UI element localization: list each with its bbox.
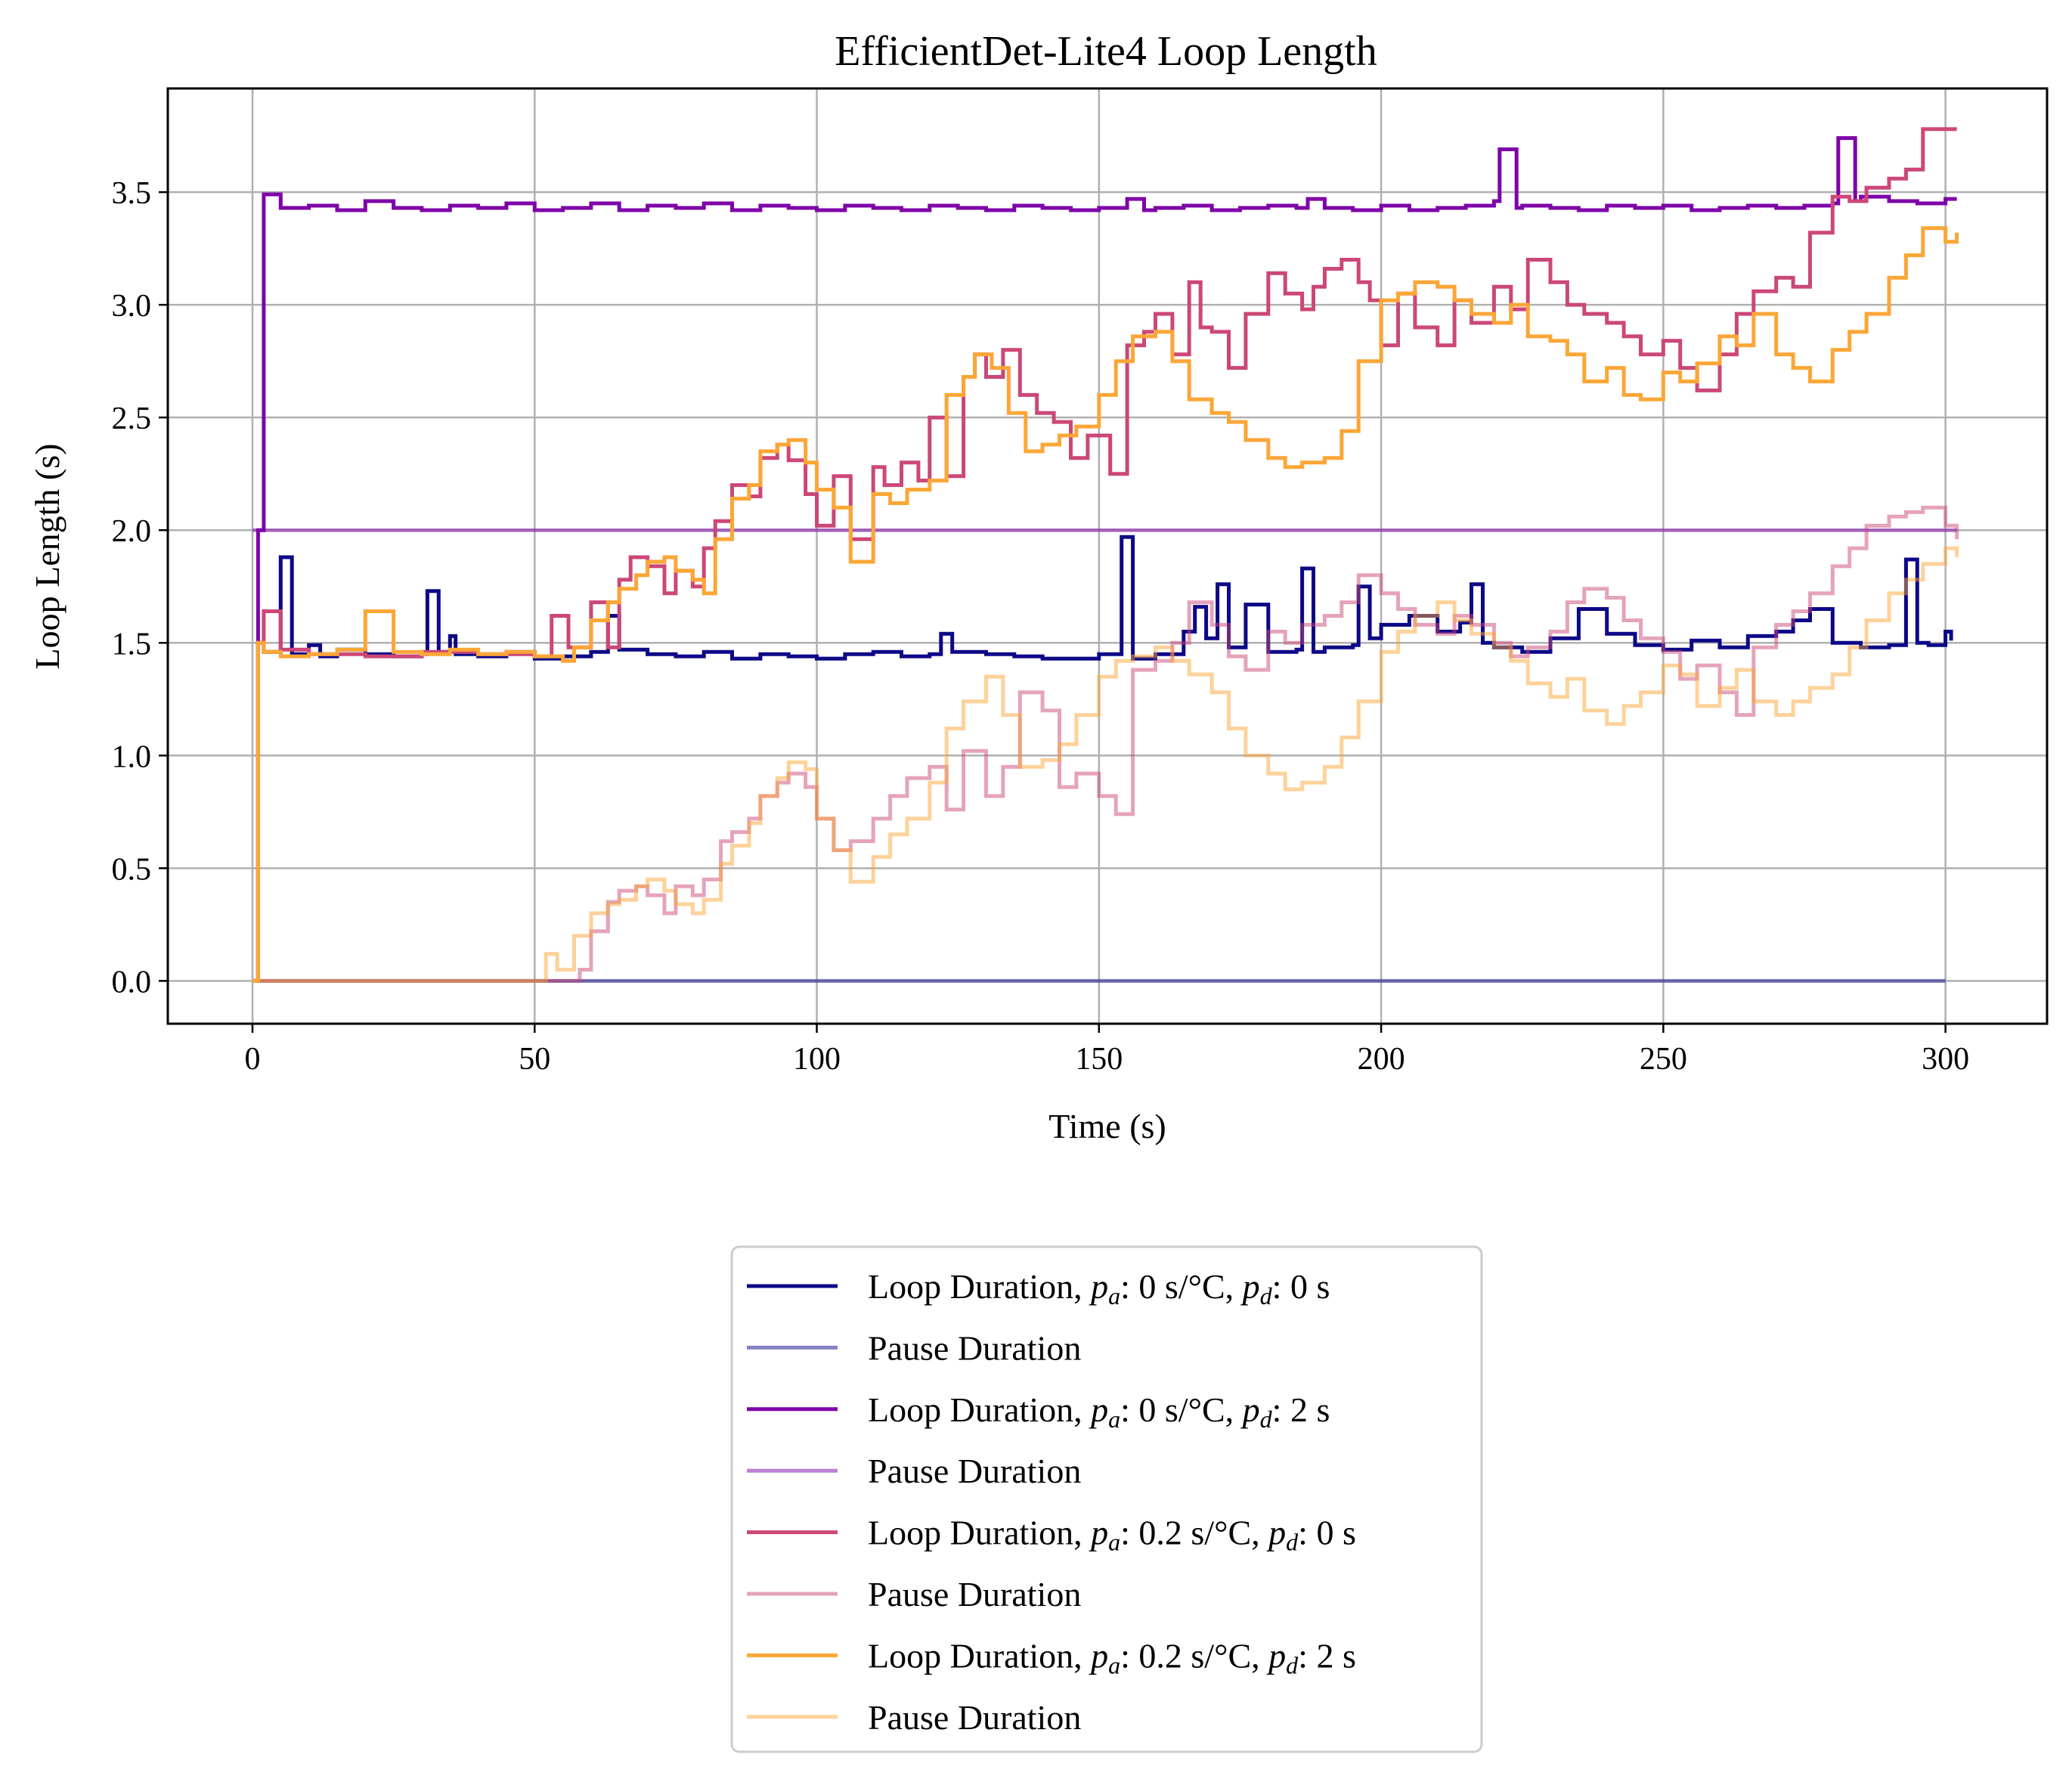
- y-axis-label: Loop Length (s): [28, 444, 67, 670]
- legend-text-part: : 0 s: [1272, 1267, 1330, 1306]
- legend-text-part: a: [1108, 1651, 1120, 1678]
- x-axis-label: Time (s): [1048, 1107, 1166, 1145]
- legend-text-part: Loop Duration,: [868, 1636, 1091, 1675]
- legend-text-part: p: [1266, 1514, 1286, 1552]
- y-tick-label: 2.0: [112, 514, 152, 549]
- series-line-5: [252, 505, 1959, 983]
- legend-text-part: a: [1108, 1529, 1120, 1556]
- legend-text-part: p: [1240, 1267, 1260, 1306]
- legend-text-part: Loop Duration,: [868, 1514, 1091, 1552]
- legend-text-part: a: [1108, 1282, 1120, 1310]
- legend-text-part: p: [1089, 1514, 1108, 1552]
- legend-label-0: Loop Duration, pa: 0 s/°C, pd: 0 s: [868, 1267, 1330, 1310]
- legend-text-part: p: [1089, 1390, 1108, 1429]
- legend-label-2: Loop Duration, pa: 0 s/°C, pd: 2 s: [868, 1390, 1330, 1433]
- series-lines: [252, 127, 1959, 983]
- legend-text-part: : 0 s/°C,: [1120, 1267, 1243, 1306]
- legend-label-3: Pause Duration: [868, 1452, 1081, 1490]
- legend-text-part: d: [1286, 1529, 1299, 1556]
- legend-text-part: Loop Duration,: [868, 1390, 1091, 1429]
- y-tick-label: 0.0: [112, 965, 152, 1000]
- legend-box: [730, 1245, 1483, 1753]
- legend-text-part: : 0 s/°C,: [1120, 1390, 1243, 1429]
- x-tick-label: 300: [1922, 1042, 1969, 1077]
- legend-label-1: Pause Duration: [868, 1328, 1081, 1367]
- y-tick-label: 1.0: [112, 739, 152, 774]
- legend-label-7: Pause Duration: [868, 1698, 1081, 1737]
- y-tick-label: 0.5: [112, 852, 152, 887]
- legend-text-part: p: [1089, 1267, 1108, 1306]
- legend-text-part: d: [1286, 1651, 1299, 1678]
- legend-text-part: p: [1240, 1390, 1260, 1429]
- series-line-2: [252, 136, 1957, 983]
- legend-text-part: : 2 s: [1298, 1636, 1356, 1675]
- series-line-7: [252, 546, 1959, 983]
- chart-title: EfficientDet-Lite4 Loop Length: [835, 28, 1377, 75]
- legend-text-part: : 0 s: [1298, 1514, 1356, 1552]
- axis-ticks: 0 50 100 150 200 250 300 0.0 0.5 1.0 1.5 2.0 2.5 3.0 3…: [112, 176, 1970, 1077]
- x-tick-label: 250: [1640, 1042, 1687, 1077]
- legend-text-part: d: [1260, 1406, 1273, 1433]
- plot-frame: [166, 87, 2049, 1025]
- x-tick-label: 200: [1358, 1042, 1405, 1077]
- legend-text-part: p: [1266, 1636, 1286, 1675]
- legend-label-6: Loop Duration, pa: 0.2 s/°C, pd: 2 s: [868, 1636, 1356, 1678]
- legend-label-5: Pause Duration: [868, 1575, 1081, 1613]
- legend-text-part: Pause Duration: [868, 1698, 1081, 1737]
- x-tick-label: 100: [793, 1042, 841, 1077]
- y-tick-label: 1.5: [112, 627, 152, 662]
- y-tick-label: 3.5: [112, 176, 152, 211]
- x-tick-label: 50: [519, 1042, 550, 1077]
- legend-text-part: Pause Duration: [868, 1575, 1081, 1613]
- legend-text-part: Loop Duration,: [868, 1267, 1091, 1306]
- legend-text-part: Pause Duration: [868, 1452, 1081, 1490]
- series-line-6: [252, 226, 1959, 983]
- legend-text-part: p: [1089, 1636, 1108, 1675]
- x-tick-label: 150: [1075, 1042, 1123, 1077]
- legend-label-4: Loop Duration, pa: 0.2 s/°C, pd: 0 s: [868, 1514, 1356, 1556]
- y-tick-label: 3.0: [112, 289, 152, 324]
- legend: Loop Duration, pa: 0 s/°C, pd: 0 sPause …: [730, 1245, 1483, 1753]
- legend-text-part: Pause Duration: [868, 1328, 1081, 1367]
- legend-text-part: d: [1260, 1282, 1273, 1310]
- legend-text-part: : 2 s: [1272, 1390, 1330, 1429]
- y-tick-label: 2.5: [112, 401, 152, 436]
- legend-text-part: a: [1108, 1406, 1120, 1433]
- legend-text-part: : 0.2 s/°C,: [1120, 1636, 1268, 1675]
- x-tick-label: 0: [244, 1042, 260, 1077]
- legend-text-part: : 0.2 s/°C,: [1120, 1514, 1268, 1552]
- series-line-4: [252, 127, 1957, 983]
